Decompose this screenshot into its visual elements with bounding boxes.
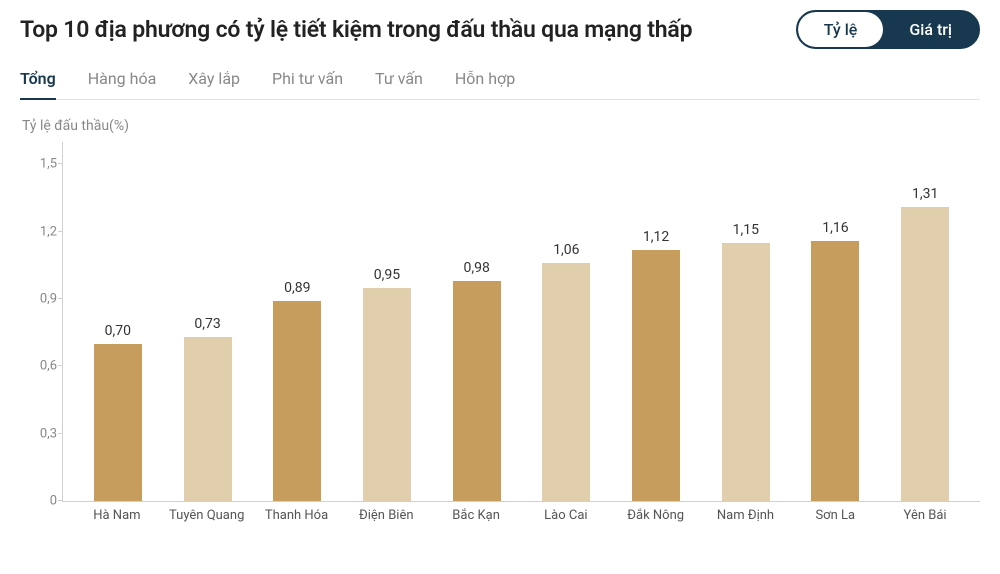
bar-value-label: 1,12 xyxy=(643,229,669,245)
toggle-option-ratio[interactable]: Tỷ lệ xyxy=(798,12,884,47)
x-tick-label: Lào Cai xyxy=(521,508,611,523)
bar-value-label: 0,73 xyxy=(194,316,220,332)
bar-slot: 0,70 xyxy=(73,142,163,501)
bar[interactable] xyxy=(722,243,770,501)
tab-2[interactable]: Xây lắp xyxy=(188,63,240,100)
bar[interactable] xyxy=(542,263,590,501)
page-title: Top 10 địa phương có tỷ lệ tiết kiệm tro… xyxy=(20,16,692,43)
x-tick-label: Tuyên Quang xyxy=(162,508,252,523)
bar-value-label: 0,89 xyxy=(284,280,310,296)
x-tick-label: Điện Biên xyxy=(341,508,431,523)
category-tabs: Tổng Hàng hóa Xây lắp Phi tư vấn Tư vấn Hỗn h… xyxy=(20,63,980,100)
bar[interactable] xyxy=(184,337,232,501)
bar-value-label: 1,31 xyxy=(912,186,938,202)
bar-slot: 0,98 xyxy=(432,142,522,501)
bar-value-label: 1,15 xyxy=(733,222,759,238)
bar-value-label: 1,06 xyxy=(553,242,579,258)
bar-slot: 1,16 xyxy=(791,142,881,501)
y-tick-label: 0,9 xyxy=(21,292,57,307)
y-tick-label: 0,3 xyxy=(21,426,57,441)
tab-3[interactable]: Phi tư vấn xyxy=(272,63,343,100)
y-tick-label: 0 xyxy=(21,494,57,509)
tab-4[interactable]: Tư vấn xyxy=(375,63,423,100)
x-tick-label: Hà Nam xyxy=(72,508,162,523)
x-tick-label: Nam Định xyxy=(701,508,791,523)
y-tick-label: 1,2 xyxy=(21,224,57,239)
bar-slot: 0,95 xyxy=(342,142,432,501)
x-tick-label: Bắc Kạn xyxy=(431,508,521,523)
toggle-option-value[interactable]: Giá trị xyxy=(883,12,978,47)
bar[interactable] xyxy=(811,241,859,501)
bar[interactable] xyxy=(901,207,949,501)
bar-value-label: 0,70 xyxy=(105,323,131,339)
x-tick-label: Sơn La xyxy=(790,508,880,523)
bar-value-label: 0,95 xyxy=(374,267,400,283)
tab-5[interactable]: Hỗn hợp xyxy=(455,63,515,100)
bar-chart: 0,70 0,73 0,89 0,95 0,98 1,06 1,12 1,15 1,16 1,31… xyxy=(20,142,980,542)
bar[interactable] xyxy=(632,250,680,501)
y-tick-label: 1,5 xyxy=(21,157,57,172)
tab-0[interactable]: Tổng xyxy=(20,63,56,100)
bar-slot: 1,12 xyxy=(611,142,701,501)
bar[interactable] xyxy=(273,301,321,501)
bar[interactable] xyxy=(453,281,501,501)
bar-slot: 1,15 xyxy=(701,142,791,501)
x-tick-label: Yên Bái xyxy=(880,508,970,523)
view-toggle: Tỷ lệGiá trị xyxy=(796,10,980,49)
tab-1[interactable]: Hàng hóa xyxy=(88,63,157,100)
bar-slot: 0,73 xyxy=(163,142,253,501)
bar[interactable] xyxy=(363,288,411,501)
x-tick-label: Đắk Nông xyxy=(611,508,701,523)
y-axis-label: Tỷ lệ đấu thầu(%) xyxy=(22,118,980,134)
bar-value-label: 0,98 xyxy=(463,260,489,276)
bar[interactable] xyxy=(94,344,142,501)
bar-slot: 0,89 xyxy=(252,142,342,501)
x-tick-label: Thanh Hóa xyxy=(252,508,342,523)
y-tick-label: 0,6 xyxy=(21,359,57,374)
bar-slot: 1,31 xyxy=(880,142,970,501)
bar-value-label: 1,16 xyxy=(822,220,848,236)
bar-slot: 1,06 xyxy=(522,142,612,501)
